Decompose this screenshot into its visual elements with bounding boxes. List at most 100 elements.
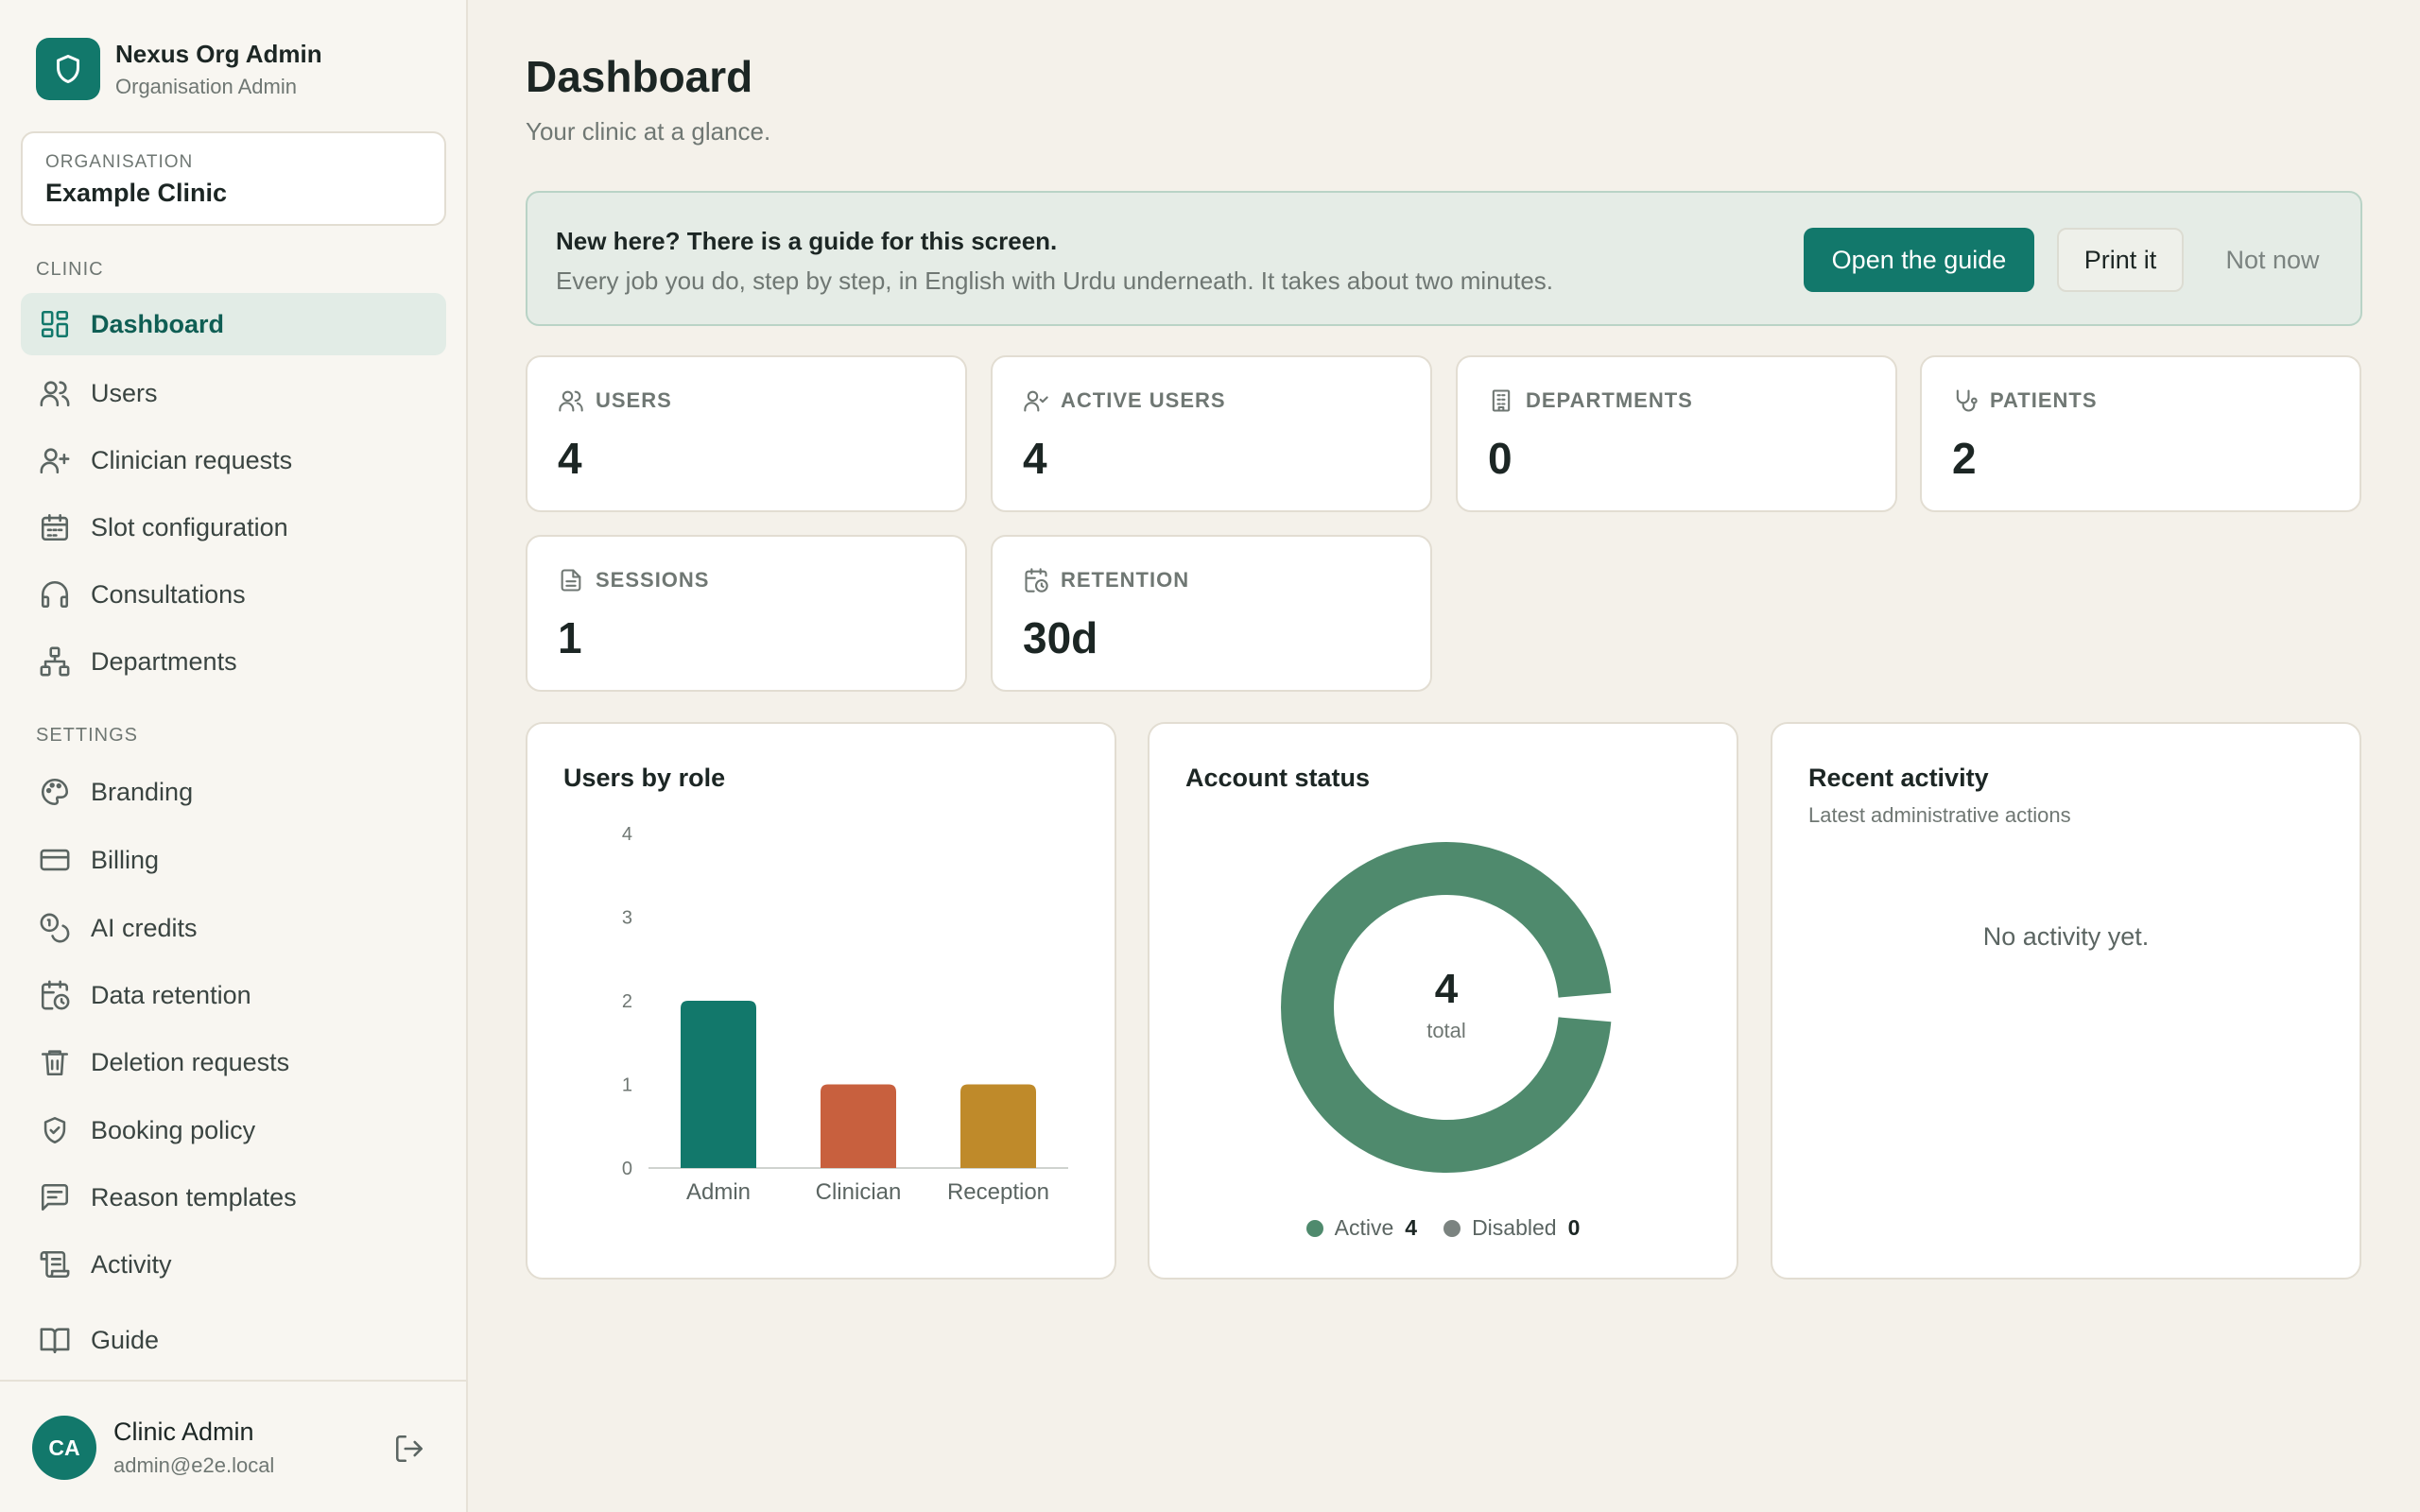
sidebar-item-reason-templates[interactable]: Reason templates: [21, 1166, 446, 1228]
banner-title: New here? There is a guide for this scre…: [556, 227, 1058, 255]
not-now-button[interactable]: Not now: [2206, 228, 2339, 292]
stat-label: Patients: [1990, 388, 2098, 412]
legend-label: Disabled: [1472, 1215, 1557, 1240]
legend-item-disabled: Disabled 0: [1443, 1215, 1580, 1241]
legend-label: Active: [1334, 1215, 1394, 1240]
sidebar-item-label: Users: [91, 378, 158, 407]
sidebar-item-deletion-requests[interactable]: Deletion requests: [21, 1031, 446, 1093]
sidebar-item-dashboard[interactable]: Dashboard: [21, 293, 446, 355]
bar-admin: [681, 1001, 756, 1168]
sidebar-item-label: Clinician requests: [91, 445, 293, 474]
stat-label: Users: [596, 388, 672, 412]
page-title: Dashboard: [526, 52, 753, 101]
sidebar-item-label: AI credits: [91, 913, 198, 942]
slice-active: [1281, 842, 1612, 1173]
stat-value: 30d: [1023, 613, 1098, 662]
sidebar-item-branding[interactable]: Branding: [21, 761, 446, 823]
sidebar-item-label: Deletion requests: [91, 1047, 290, 1076]
sidebar-item-label: Slot configuration: [91, 512, 288, 541]
stat-value: 1: [558, 613, 582, 662]
sidebar-item-label: Reason templates: [91, 1182, 297, 1211]
y-tick-label: 0: [622, 1159, 632, 1179]
sidebar-item-ai-credits[interactable]: AI credits: [21, 897, 446, 959]
user-email: admin@e2e.local: [113, 1453, 275, 1477]
avatar[interactable]: CA: [32, 1416, 96, 1480]
account-status-card: Account status 4 total Active 4 Disabled 0: [1148, 722, 1738, 1280]
stat-card-retention: Retention 30d: [991, 535, 1432, 692]
sidebar-item-label: Consultations: [91, 579, 246, 609]
stat-card-patients: Patients 2: [1920, 355, 2361, 512]
sidebar-item-booking-policy[interactable]: Booking policy: [21, 1099, 446, 1161]
sidebar-item-label: Dashboard: [91, 309, 225, 338]
calendar-clock-icon: [1025, 568, 1048, 593]
account-status-chart: 4 total: [1281, 842, 1612, 1173]
organisation-name: Example Clinic: [45, 179, 228, 207]
logout-icon[interactable]: [393, 1433, 427, 1467]
stat-value: 0: [1488, 434, 1512, 483]
stat-card-sessions: Sessions 1: [526, 535, 967, 692]
organisation-selector[interactable]: Organisation Example Clinic: [21, 131, 446, 226]
stat-label: Departments: [1526, 388, 1693, 412]
y-tick-label: 2: [622, 991, 632, 1012]
stat-value: 4: [558, 434, 582, 483]
user-footer: CA Clinic Admin admin@e2e.local: [0, 1380, 468, 1512]
stat-card-departments: Departments 0: [1456, 355, 1897, 512]
calendar-icon: [38, 510, 72, 544]
x-tick-label: Clinician: [816, 1179, 902, 1205]
user-check-icon: [1024, 390, 1048, 412]
dashboard-icon: [38, 307, 72, 341]
legend-dot: [1305, 1219, 1323, 1237]
legend-value: 4: [1405, 1215, 1418, 1240]
sidebar-item-label: Guide: [91, 1325, 160, 1354]
stat-value: 2: [1952, 434, 1977, 483]
empty-state: No activity yet.: [1982, 922, 2150, 951]
sidebar-item-label: Billing: [91, 845, 160, 874]
donut-center-label: total: [1426, 1019, 1466, 1042]
sidebar-section-settings: Settings: [36, 725, 139, 746]
sidebar-item-consultations[interactable]: Consultations: [21, 563, 446, 626]
message-square-icon: [38, 1180, 72, 1214]
sidebar-item-label: Departments: [91, 646, 237, 676]
chart-legend: Active 4 Disabled 0: [1150, 1215, 1737, 1241]
guide-banner: New here? There is a guide for this scre…: [526, 191, 2362, 326]
sidebar-item-departments[interactable]: Departments: [21, 630, 446, 693]
sidebar-item-users[interactable]: Users: [21, 362, 446, 424]
donut-center-value: 4: [1435, 966, 1459, 1012]
app-title: Nexus Org Admin: [115, 39, 322, 68]
shield-icon: [36, 38, 100, 100]
users-icon: [559, 390, 583, 412]
sidebar-item-data-retention[interactable]: Data retention: [21, 964, 446, 1026]
brand: Nexus Org Admin Organisation Admin: [36, 38, 322, 100]
banner-text: Every job you do, step by step, in Engli…: [556, 266, 1554, 295]
scroll-icon: [38, 1247, 72, 1281]
y-tick-label: 1: [622, 1075, 632, 1096]
stat-value: 4: [1023, 434, 1047, 483]
card-title: Users by role: [563, 764, 726, 792]
sidebar-item-label: Branding: [91, 777, 194, 806]
network-icon: [38, 644, 72, 679]
sidebar: Nexus Org Admin Organisation Admin Organ…: [0, 0, 468, 1512]
organisation-label: Organisation: [45, 152, 194, 172]
file-text-icon: [561, 569, 581, 592]
building-icon: [1492, 389, 1511, 412]
y-tick-label: 3: [622, 908, 632, 929]
sidebar-item-clinician-requests[interactable]: Clinician requests: [21, 429, 446, 491]
trash-icon: [38, 1045, 72, 1079]
credit-card-icon: [38, 843, 72, 877]
sidebar-item-guide[interactable]: Guide: [21, 1309, 446, 1371]
stat-card-active-users: Active users 4: [991, 355, 1432, 512]
open-guide-button[interactable]: Open the guide: [1804, 228, 2034, 292]
legend-dot: [1443, 1219, 1461, 1237]
user-name: Clinic Admin: [113, 1418, 254, 1446]
bar-reception: [960, 1084, 1036, 1168]
sidebar-item-billing[interactable]: Billing: [21, 829, 446, 891]
sidebar-item-label: Data retention: [91, 980, 251, 1009]
sidebar-item-label: Booking policy: [91, 1115, 256, 1144]
card-title: Account status: [1185, 764, 1371, 792]
legend-value: 0: [1567, 1215, 1581, 1240]
sidebar-item-activity[interactable]: Activity: [21, 1233, 446, 1296]
stethoscope-icon: [1956, 389, 1978, 412]
sidebar-item-slot-configuration[interactable]: Slot configuration: [21, 496, 446, 558]
page-subtitle: Your clinic at a glance.: [526, 117, 771, 146]
print-button[interactable]: Print it: [2057, 228, 2184, 292]
